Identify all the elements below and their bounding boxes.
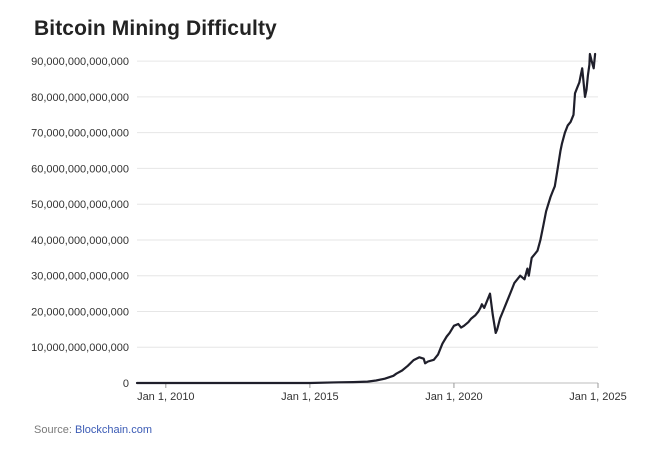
y-tick-label: 0 [123,378,129,390]
chart-title: Bitcoin Mining Difficulty [34,17,277,40]
y-tick-label: 20,000,000,000,000 [31,306,129,318]
y-tick-label: 90,000,000,000,000 [31,56,129,68]
x-tick-label: Jan 1, 2020 [425,391,483,403]
x-tick-label: Jan 1, 2015 [281,391,339,403]
y-tick-label: 10,000,000,000,000 [31,342,129,354]
source-prefix: Source: [34,424,72,436]
y-tick-label: 30,000,000,000,000 [31,271,129,283]
y-tick-label: 80,000,000,000,000 [31,92,129,104]
y-tick-label: 50,000,000,000,000 [31,199,129,211]
y-tick-label: 70,000,000,000,000 [31,128,129,140]
source-note: Source: Blockchain.com [34,424,152,436]
x-tick-label: Jan 1, 2010 [137,391,195,403]
y-tick-label: 40,000,000,000,000 [31,235,129,247]
x-tick-label: Jan 1, 2025 [569,391,627,403]
y-tick-label: 60,000,000,000,000 [31,163,129,175]
source-link[interactable]: Blockchain.com [74,424,153,436]
series-line-difficulty[interactable] [135,52,597,385]
